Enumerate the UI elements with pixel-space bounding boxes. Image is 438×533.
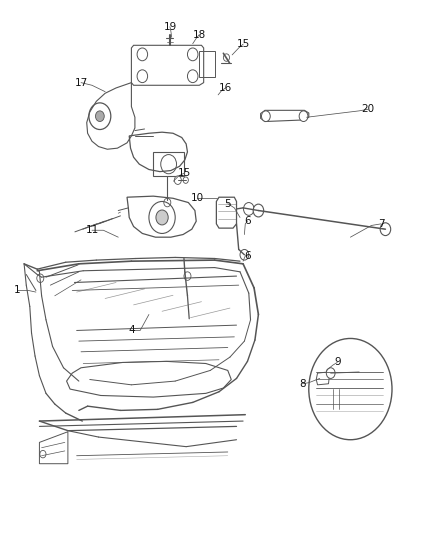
Circle shape	[174, 176, 181, 184]
Text: 11: 11	[85, 225, 99, 235]
Text: 10: 10	[191, 193, 204, 203]
Circle shape	[244, 203, 254, 215]
Circle shape	[299, 111, 308, 122]
Text: 6: 6	[244, 216, 251, 226]
Text: 15: 15	[177, 168, 191, 178]
Circle shape	[253, 204, 264, 217]
Text: 4: 4	[128, 326, 135, 335]
Circle shape	[326, 368, 335, 378]
Circle shape	[261, 111, 270, 122]
Text: 6: 6	[244, 251, 251, 261]
Text: 19: 19	[163, 22, 177, 31]
Circle shape	[380, 223, 391, 236]
Text: 15: 15	[237, 39, 250, 49]
Text: 5: 5	[224, 199, 231, 208]
Text: 20: 20	[361, 104, 374, 114]
Circle shape	[95, 111, 104, 122]
Text: 18: 18	[193, 30, 206, 39]
Text: 1: 1	[14, 286, 21, 295]
Circle shape	[164, 198, 171, 207]
Text: 9: 9	[334, 358, 341, 367]
Circle shape	[240, 249, 249, 260]
Circle shape	[137, 70, 148, 83]
Text: 17: 17	[74, 78, 88, 87]
Circle shape	[137, 48, 148, 61]
Text: 8: 8	[299, 379, 306, 389]
Circle shape	[187, 48, 198, 61]
Text: 16: 16	[219, 83, 232, 93]
Text: 7: 7	[378, 219, 385, 229]
Circle shape	[187, 70, 198, 83]
Circle shape	[156, 210, 168, 225]
